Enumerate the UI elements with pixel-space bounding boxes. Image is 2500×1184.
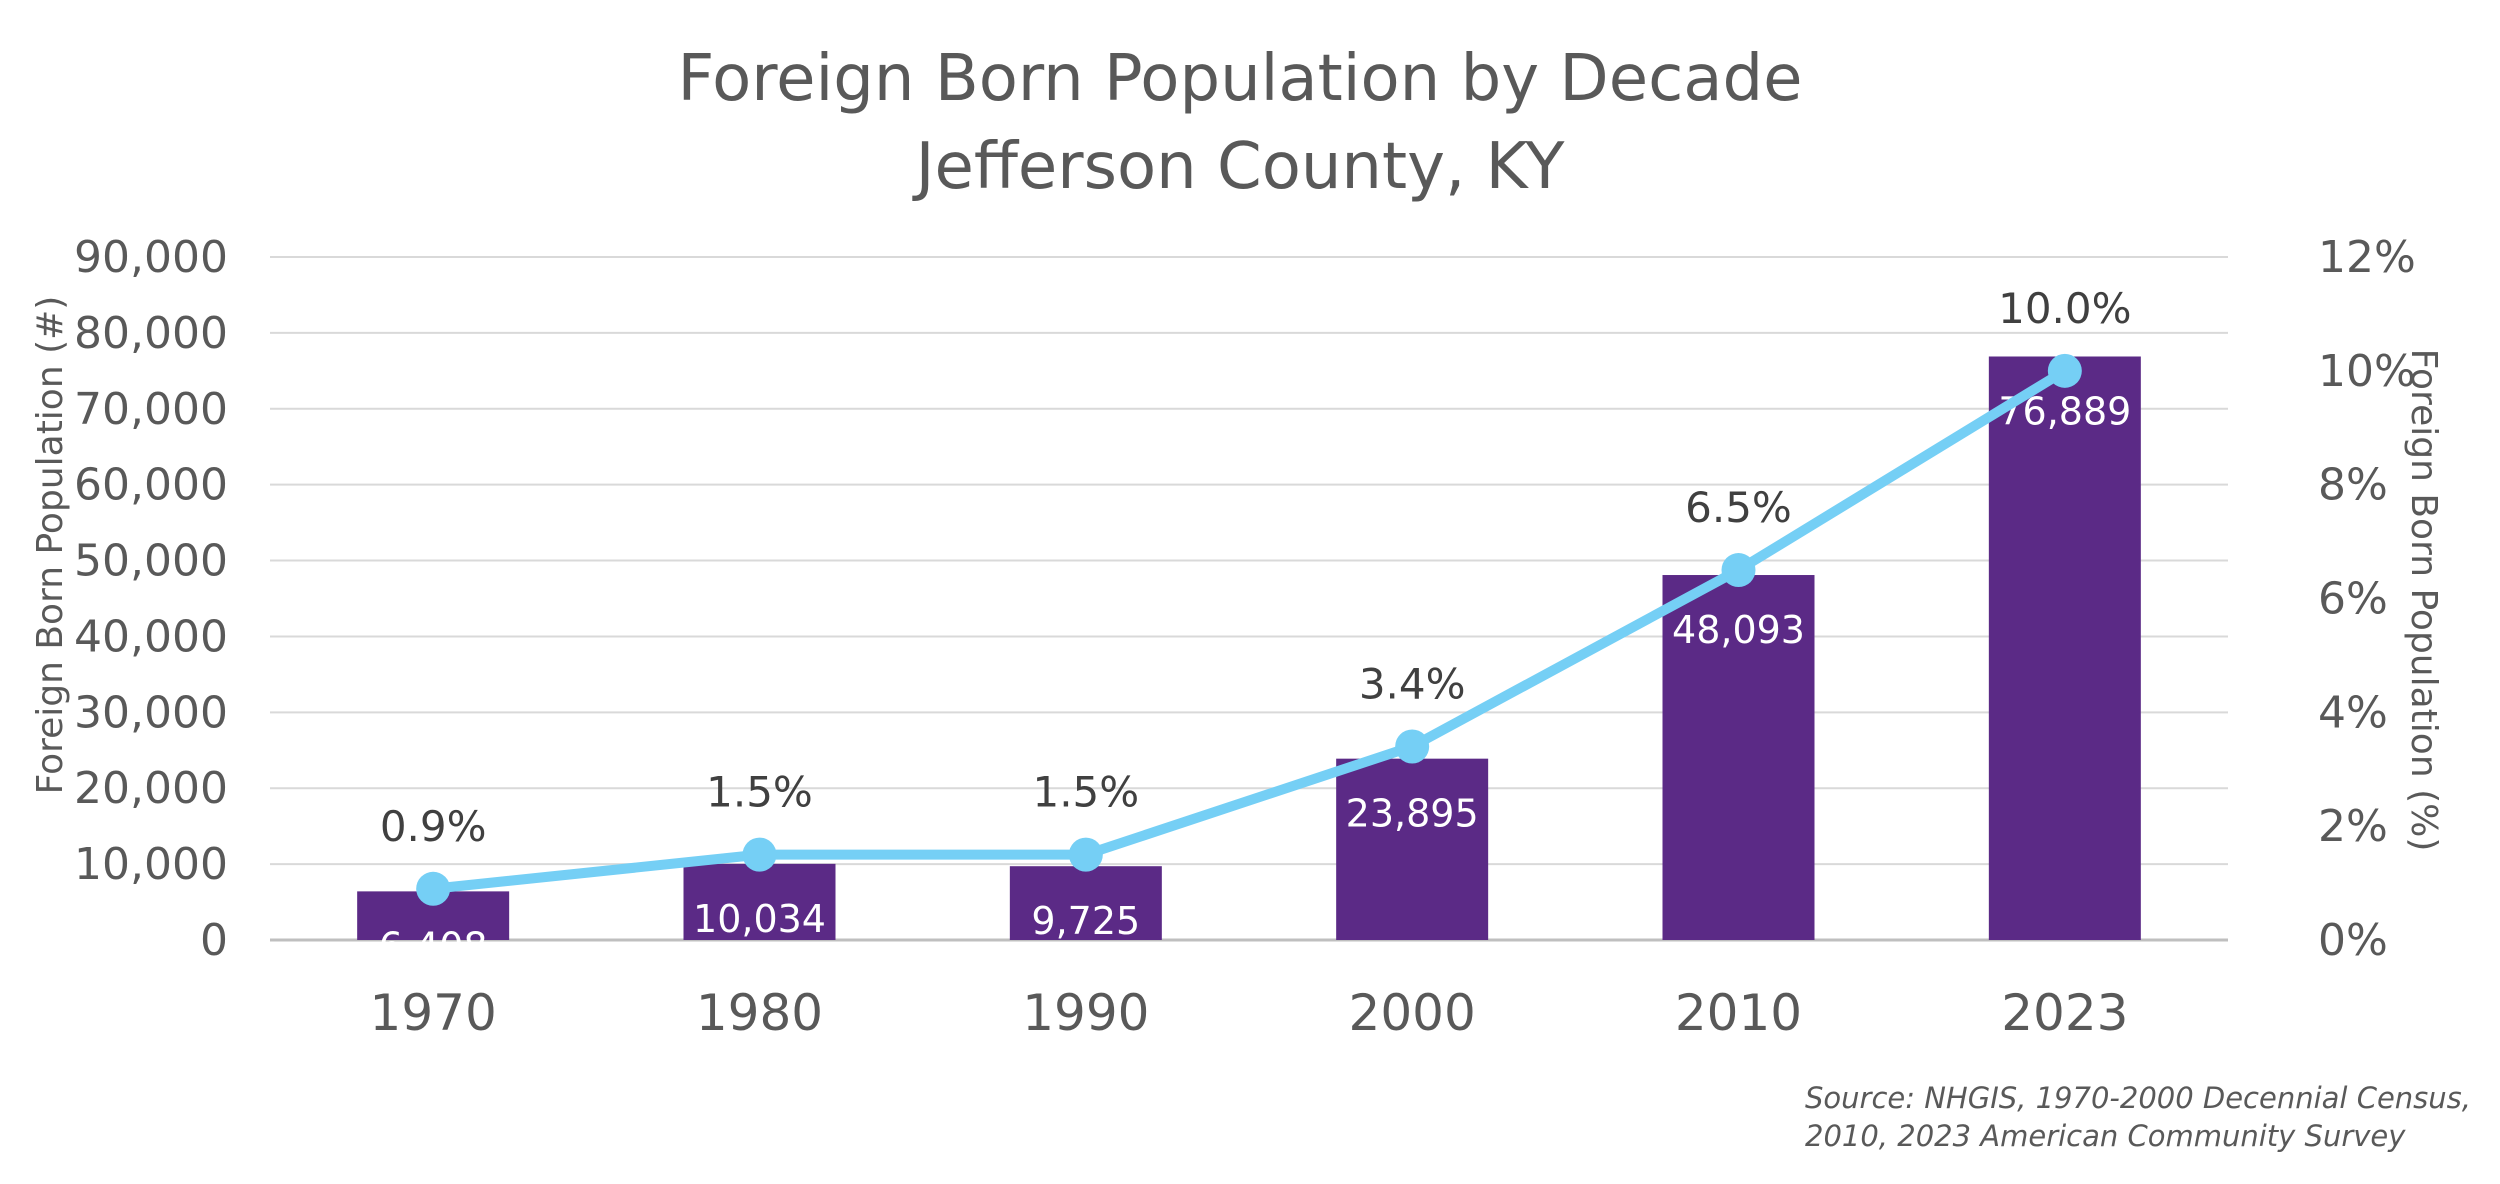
x-tick-label: 1980 xyxy=(696,984,823,1042)
bar xyxy=(1009,866,1162,940)
right-tick-label: 6% xyxy=(2318,574,2388,625)
line-series: 0.9% 1.5% 1.5% 3.4% 6.5% 10.0% xyxy=(380,284,2132,906)
right-axis-ticks: 0% 2% 4% 6% 8% 10% 12% xyxy=(2318,232,2416,966)
left-tick-label: 20,000 xyxy=(74,763,228,814)
bar xyxy=(1336,758,1489,940)
percent-label: 6.5% xyxy=(1685,483,1792,532)
left-axis-label: Foreign Born Population (#) xyxy=(30,296,71,795)
source-note-line-2: 2010, 2023 American Community Survey xyxy=(1805,1119,2406,1153)
right-tick-label: 10% xyxy=(2318,346,2416,397)
percent-point xyxy=(742,837,777,872)
left-tick-label: 50,000 xyxy=(74,536,228,587)
left-tick-label: 30,000 xyxy=(74,687,228,738)
x-tick-label: 2023 xyxy=(2001,984,2128,1042)
bar-value-label: 23,895 xyxy=(1346,792,1479,836)
left-tick-label: 90,000 xyxy=(74,232,228,283)
left-tick-label: 70,000 xyxy=(74,384,228,435)
right-axis-label: Foreign Born Population (%) xyxy=(2403,349,2444,852)
percent-point xyxy=(2047,353,2082,388)
right-tick-label: 4% xyxy=(2318,687,2388,738)
bar-value-label: 10,034 xyxy=(693,897,826,941)
right-tick-label: 0% xyxy=(2318,915,2388,966)
x-tick-label: 2010 xyxy=(1675,984,1802,1042)
percent-label: 10.0% xyxy=(1998,284,2131,333)
percent-point xyxy=(416,871,451,906)
right-tick-label: 8% xyxy=(2318,460,2388,511)
percent-label: 0.9% xyxy=(380,802,487,851)
bar xyxy=(1662,575,1815,940)
percent-point xyxy=(1068,837,1103,872)
percent-line xyxy=(428,365,2070,894)
bar-value-label: 48,093 xyxy=(1672,608,1805,652)
left-tick-label: 40,000 xyxy=(74,611,228,662)
bar xyxy=(1988,356,2141,940)
x-axis-ticks: 1970 1980 1990 2000 2010 2023 xyxy=(370,984,2129,1042)
chart-title-line-2: Jefferson County, KY xyxy=(912,130,1566,204)
bar xyxy=(683,863,836,940)
chart-title-line-1: Foreign Born Population by Decade xyxy=(678,42,1803,116)
bar-value-label: 6,408 xyxy=(379,924,488,968)
percent-label: 1.5% xyxy=(706,768,813,817)
percent-point xyxy=(1395,729,1430,764)
bar-value-label: 9,725 xyxy=(1031,899,1140,943)
percent-label: 3.4% xyxy=(1359,659,1466,708)
percent-point xyxy=(1721,553,1756,588)
right-tick-label: 12% xyxy=(2318,232,2416,283)
left-axis-ticks: 0 10,000 20,000 30,000 40,000 50,000 60,000 70,… xyxy=(74,232,228,966)
right-tick-label: 2% xyxy=(2318,801,2388,852)
source-note-line-1: Source: NHGIS, 1970-2000 Decennial Censu… xyxy=(1805,1081,2471,1115)
left-tick-label: 0 xyxy=(200,915,228,966)
left-tick-label: 80,000 xyxy=(74,308,228,359)
percent-label: 1.5% xyxy=(1032,768,1139,817)
x-tick-label: 2000 xyxy=(1349,984,1476,1042)
gridlines xyxy=(270,256,2228,942)
left-tick-label: 60,000 xyxy=(74,460,228,511)
x-tick-label: 1970 xyxy=(370,984,497,1042)
left-tick-label: 10,000 xyxy=(74,839,228,890)
x-tick-label: 1990 xyxy=(1022,984,1149,1042)
